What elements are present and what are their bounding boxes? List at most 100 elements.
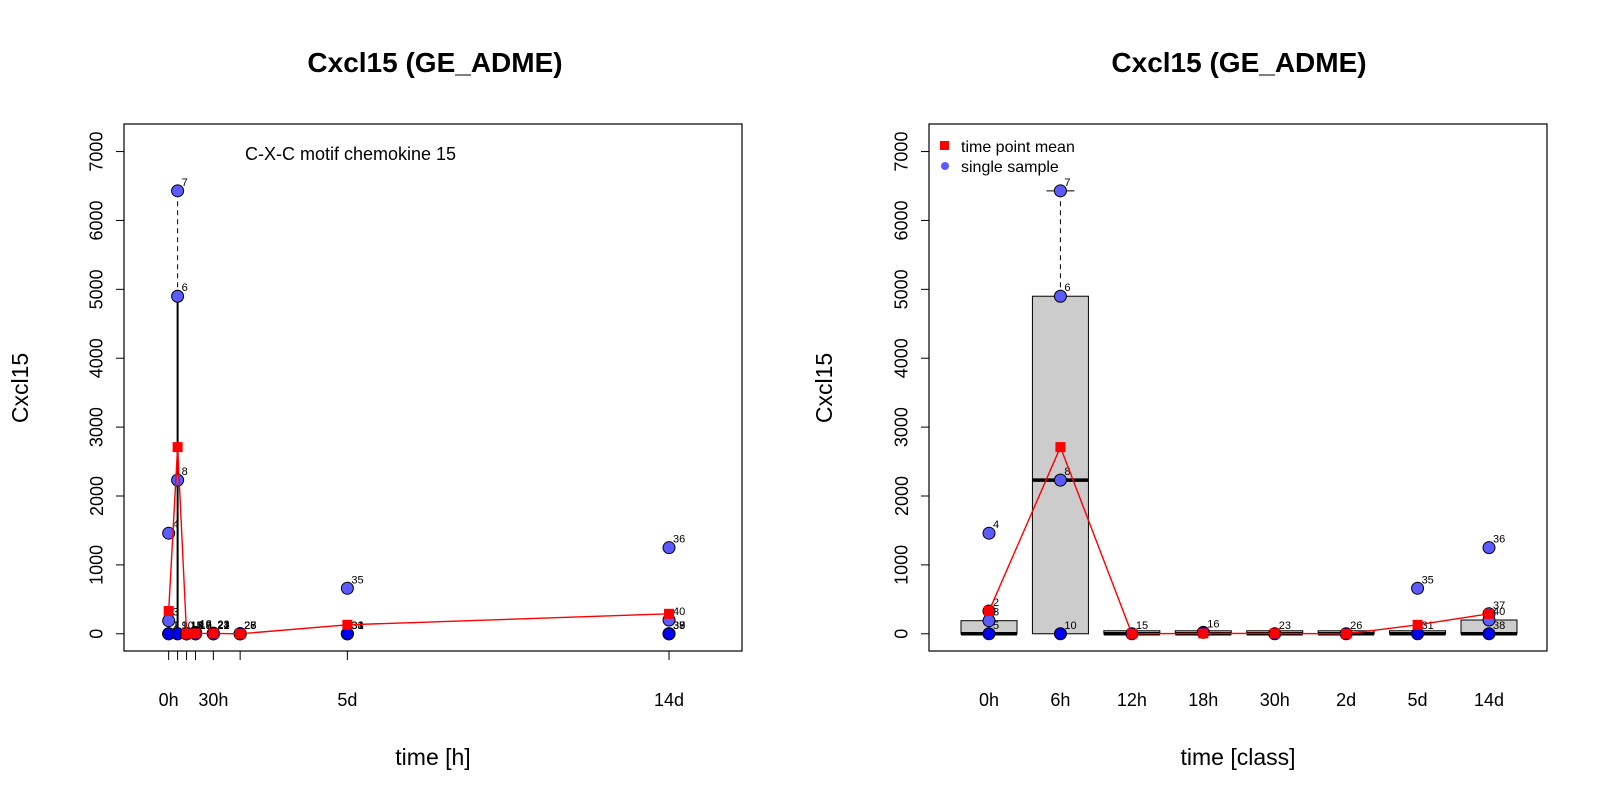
right-y-axis: 0 1000 2000 3000 4000 5000 6000 7000: [892, 132, 930, 639]
right-mean-point: [1198, 628, 1209, 639]
right-mean-point: [1055, 442, 1066, 453]
right-mean-point: [1269, 628, 1280, 639]
right-chart: Cxcl15 (GE_ADME) 01000200030004000500060…: [811, 47, 1548, 770]
left-sample-label: 8: [182, 466, 188, 478]
right-y-tick-label: 6000: [892, 200, 912, 240]
right-x-axis: 0h 6h 12h 18h 30h 2d 5d 14d: [979, 690, 1504, 710]
right-sample-label: 38: [1493, 620, 1505, 632]
left-sample-label: 34: [351, 620, 363, 632]
right-sample-label: 37: [1493, 600, 1505, 612]
left-sample-label: 40: [673, 606, 685, 618]
right-y-tick-label: 4000: [892, 338, 912, 378]
right-sample-label: 26: [1350, 620, 1362, 632]
left-sample-label: 4: [173, 519, 179, 531]
left-sample-label: 7: [182, 177, 188, 189]
left-sample-label: 22: [217, 620, 229, 632]
left-sample-point: [662, 627, 676, 641]
left-sample-label: 2: [173, 620, 179, 632]
left-y-axis-label: Cxcl15: [7, 353, 33, 423]
left-y-tick-label: 1000: [87, 545, 107, 585]
left-x-tick-label: 5d: [337, 690, 357, 710]
right-sample-label: 36: [1493, 534, 1505, 546]
left-mean-point: [190, 628, 201, 639]
right-legend: time point mean single sample: [940, 139, 1075, 176]
left-sample-label: 3: [173, 607, 179, 619]
left-mean-point: [181, 628, 192, 639]
left-sample-label: 9: [182, 620, 188, 632]
right-sample-label: 40: [1493, 606, 1505, 618]
right-x-tick-label: 18h: [1188, 690, 1218, 710]
right-sample-point: [1053, 184, 1067, 198]
left-sample-label: 35: [351, 574, 363, 586]
left-sample-label: 23: [217, 619, 229, 631]
right-sample-label: 3: [993, 607, 999, 619]
right-y-tick-label: 0: [892, 629, 912, 639]
left-sample-label: 24: [217, 620, 229, 632]
right-sample-label: 31: [1422, 620, 1434, 632]
left-sample-label: 25: [244, 620, 256, 632]
left-mean-line: [167, 447, 670, 635]
left-y-tick-label: 6000: [87, 200, 107, 240]
left-sample-point: [340, 581, 354, 595]
right-x-tick-label: 2d: [1336, 690, 1356, 710]
right-y-tick-label: 2000: [892, 476, 912, 516]
right-sample-label: 2: [993, 597, 999, 609]
right-x-tick-label: 6h: [1050, 690, 1070, 710]
right-sample-point: [1053, 289, 1067, 303]
right-sample-point: [1053, 627, 1067, 641]
right-sample-label: 7: [1064, 177, 1070, 189]
legend-sample-label: single sample: [961, 159, 1059, 176]
left-y-tick-label: 2000: [87, 476, 107, 516]
left-y-tick-label: 0: [87, 629, 107, 639]
left-mean-point: [163, 606, 174, 617]
left-sample-label: 38: [673, 620, 685, 632]
right-plot-frame: [928, 123, 1548, 652]
right-x-tick-label: 30h: [1260, 690, 1290, 710]
left-sample-label: 1: [173, 620, 179, 632]
left-x-axis-label: time [h]: [395, 744, 470, 770]
left-plot-frame: [123, 123, 743, 652]
left-chart-title: Cxcl15 (GE_ADME): [307, 47, 562, 78]
right-x-tick-label: 12h: [1117, 690, 1147, 710]
left-sample-label: 33: [351, 620, 363, 632]
right-chart-title: Cxcl15 (GE_ADME): [1111, 47, 1366, 78]
right-mean-point: [984, 606, 994, 617]
left-chart: Cxcl15 (GE_ADME) C-X-C motif chemokine 1…: [7, 47, 743, 770]
right-mean-point: [1484, 608, 1494, 619]
left-sample-label: 31: [351, 620, 363, 632]
right-sample-label: 15: [1136, 620, 1148, 632]
right-mean-line: [988, 445, 1490, 635]
right-sample-point: [1411, 581, 1425, 595]
left-mean-point: [664, 608, 675, 619]
right-sample-point: [1482, 541, 1496, 555]
left-x-tick-label: 14d: [654, 690, 684, 710]
left-sample-point: [662, 541, 676, 555]
left-y-tick-label: 7000: [87, 132, 107, 172]
right-x-tick-label: 14d: [1474, 690, 1504, 710]
right-y-axis-label: Cxcl15: [811, 353, 837, 423]
left-x-tick-label: 0h: [159, 690, 179, 710]
right-sample-label: 5: [993, 620, 999, 632]
left-sample-point: [162, 526, 176, 540]
left-sample-point: [171, 184, 185, 198]
left-y-tick-label: 5000: [87, 269, 107, 309]
left-y-axis: 0 1000 2000 3000 4000 5000 6000 7000: [87, 132, 125, 639]
right-sample-label: 10: [1064, 620, 1076, 632]
right-x-axis-label: time [class]: [1180, 744, 1295, 770]
right-sample-label: 23: [1279, 620, 1291, 632]
right-x-tick-label: 5d: [1408, 690, 1428, 710]
left-sample-label: 16: [199, 618, 211, 630]
left-sample-label: 11: [191, 620, 202, 632]
legend-mean-marker: [940, 141, 949, 150]
right-sample-label: 35: [1422, 574, 1434, 586]
right-sample-label: 6: [1064, 282, 1070, 294]
left-sample-label: 37: [673, 620, 685, 632]
left-sample-label: 6: [182, 282, 188, 294]
left-sample-point: [171, 473, 185, 487]
right-mean-point: [1126, 628, 1137, 639]
left-mean-point: [172, 442, 183, 453]
right-y-tick-label: 5000: [892, 269, 912, 309]
